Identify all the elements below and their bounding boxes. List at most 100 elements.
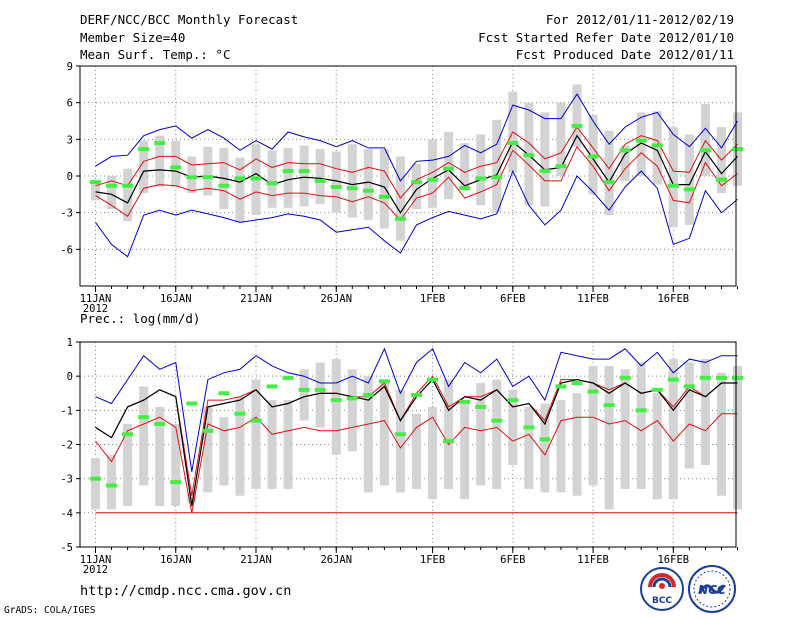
observation-marker — [330, 185, 342, 189]
observation-marker — [475, 404, 487, 409]
box-range-bar — [652, 393, 662, 500]
box-range-bar — [155, 135, 165, 187]
observation-marker — [394, 216, 406, 221]
observation-marker — [732, 147, 743, 152]
observation-marker — [699, 375, 711, 380]
box-range-bar — [315, 362, 325, 428]
observation-marker — [523, 425, 535, 430]
observation-marker — [394, 432, 406, 437]
observation-marker — [218, 183, 230, 188]
box-range-bar — [123, 424, 133, 506]
box-range-bar — [267, 150, 277, 208]
bcc-logo-text: BCC — [652, 596, 672, 606]
x-tick-sublabel: 2012 — [83, 303, 108, 315]
box-range-bar — [460, 143, 470, 190]
y-tick-label: 9 — [67, 61, 73, 73]
x-tick-label: 1FEB — [420, 293, 445, 305]
box-range-bar — [91, 179, 100, 201]
box-range-bar — [604, 365, 614, 510]
x-tick-label: 26JAN — [320, 293, 352, 305]
observation-marker — [266, 384, 278, 389]
observation-marker — [378, 194, 390, 199]
box-range-bar — [620, 145, 630, 181]
box-range-bar — [492, 119, 502, 213]
ncc-logo: NCC — [688, 565, 736, 613]
observation-marker — [106, 183, 118, 188]
y-tick-label: -2 — [60, 440, 73, 452]
observation-marker — [186, 401, 198, 406]
box-range-bar — [267, 400, 277, 489]
box-range-bar — [572, 84, 582, 147]
observation-marker — [443, 166, 455, 171]
observation-marker — [154, 141, 166, 145]
source-url: http://cmdp.ncc.cma.gov.cn — [80, 583, 292, 599]
y-tick-label: -5 — [60, 542, 73, 554]
box-range-bar — [203, 146, 213, 196]
x-tick-label: 16FEB — [657, 554, 689, 566]
y-tick-label: -6 — [60, 244, 73, 256]
observation-marker — [266, 181, 278, 186]
observation-marker — [619, 148, 631, 153]
x-tick-label: 21JAN — [240, 293, 272, 305]
observation-marker — [106, 483, 118, 488]
box-range-bar — [524, 406, 534, 489]
x-tick-sublabel: 2012 — [83, 564, 108, 576]
observation-marker — [699, 148, 711, 153]
observation-marker — [427, 377, 439, 382]
observation-marker — [330, 398, 342, 403]
ci-lower-line — [95, 145, 738, 221]
box-range-bar — [347, 369, 357, 452]
box-range-bar — [107, 176, 117, 209]
observation-marker — [282, 169, 294, 174]
box-range-bar — [171, 424, 181, 506]
box-range-bar — [315, 149, 325, 205]
box-range-bar — [299, 369, 309, 421]
observation-marker — [651, 387, 663, 392]
grads-credit: GrADS: COLA/IGES — [4, 605, 96, 616]
box-range-bar — [444, 132, 454, 200]
observation-marker — [411, 392, 422, 397]
observation-marker — [619, 375, 631, 380]
observation-marker — [635, 408, 647, 413]
observation-marker — [346, 186, 358, 191]
observation-marker — [202, 428, 214, 433]
y-tick-label: 0 — [67, 371, 73, 383]
box-range-bar — [492, 379, 502, 489]
observation-marker — [282, 375, 294, 380]
observation-marker — [571, 123, 583, 128]
observation-marker — [667, 377, 679, 382]
box-range-bar — [636, 362, 646, 489]
box-range-bar — [428, 139, 438, 208]
y-tick-label: -1 — [60, 405, 73, 417]
observation-marker — [170, 165, 182, 170]
observation-marker — [378, 379, 390, 384]
observation-marker — [346, 396, 358, 401]
box-range-bar — [299, 145, 309, 207]
observation-marker — [651, 143, 663, 148]
box-range-bar — [476, 383, 486, 486]
box-range-bar — [283, 400, 293, 489]
y-tick-label: -3 — [60, 208, 73, 220]
box-range-bar — [684, 362, 694, 469]
box-range-bar — [139, 386, 149, 486]
ci-lower-line — [95, 413, 738, 513]
box-range-bar — [379, 149, 389, 229]
x-tick-label: 16JAN — [160, 293, 192, 305]
x-tick-label: 21JAN — [240, 554, 272, 566]
observation-marker — [732, 375, 743, 380]
observation-marker — [362, 392, 374, 397]
box-range-bar — [347, 144, 357, 218]
box-range-bar — [700, 359, 710, 465]
box-range-bar — [588, 365, 598, 486]
observation-marker — [411, 180, 422, 185]
fcst-produced-date: Fcst Produced Date 2012/01/11 — [515, 47, 734, 62]
observation-marker — [202, 175, 214, 180]
x-tick-label: 11JAN — [80, 293, 112, 305]
x-tick-label: 11FEB — [577, 554, 609, 566]
observation-marker — [603, 180, 615, 185]
y-tick-label: 0 — [67, 171, 73, 183]
y-tick-label: -4 — [60, 508, 73, 520]
observation-marker — [603, 403, 615, 408]
box-range-bar — [733, 365, 742, 510]
x-tick-label: 16FEB — [657, 293, 689, 305]
